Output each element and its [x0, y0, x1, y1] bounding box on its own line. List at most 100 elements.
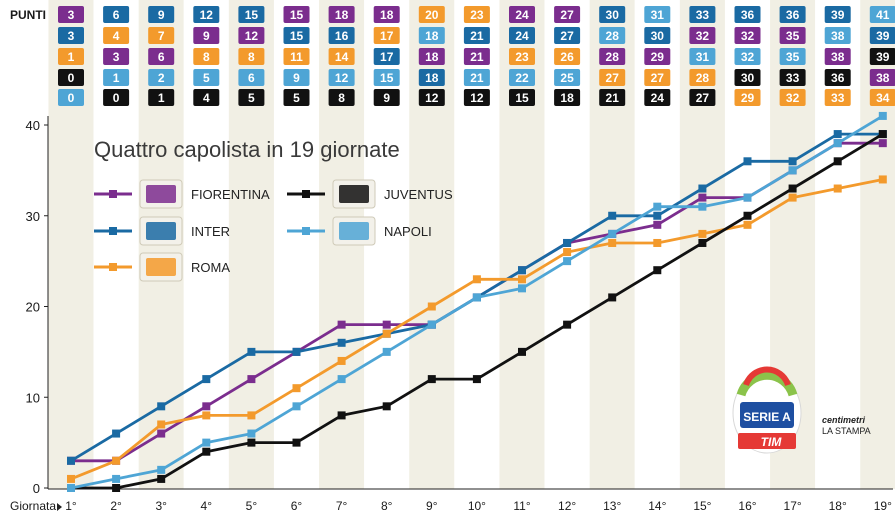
- badge-bg: [689, 89, 716, 106]
- data-point: [833, 157, 842, 166]
- badge-bg: [554, 27, 581, 44]
- legend-swatch-marker: [109, 227, 117, 235]
- badge-bg: [644, 27, 671, 44]
- badge-2-6: 15: [283, 27, 310, 44]
- legend-label: JUVENTUS: [384, 187, 453, 202]
- legend-label: ROMA: [191, 260, 230, 275]
- badge-bg: [238, 48, 265, 65]
- badge-5-1: 0: [58, 89, 84, 106]
- badge-value: 6: [158, 50, 165, 64]
- badge-1-2: 6: [103, 6, 130, 23]
- badge-value: 32: [696, 29, 710, 43]
- badge-value: 3: [68, 8, 75, 22]
- logo-tim-text: TIM: [761, 435, 783, 449]
- badge-4-12: 25: [554, 69, 581, 86]
- y-tick-label: 40: [26, 118, 40, 133]
- badge-value: 18: [425, 29, 439, 43]
- data-point: [112, 484, 121, 492]
- logo-arc-green: [736, 370, 798, 397]
- badge-5-16: 29: [734, 89, 761, 106]
- badge-3-9: 18: [418, 48, 445, 65]
- badge-bg: [283, 27, 310, 44]
- badge-1-18: 39: [824, 6, 851, 23]
- data-point: [698, 238, 707, 247]
- badge-5-3: 1: [148, 89, 175, 106]
- badge-value: 0: [68, 91, 75, 105]
- data-point: [157, 465, 166, 474]
- badge-5-4: 4: [193, 89, 220, 106]
- badge-value: 22: [515, 71, 529, 85]
- data-point: [292, 384, 301, 393]
- x-tick-label: 6°: [291, 499, 303, 513]
- badge-value: 25: [560, 71, 574, 85]
- badge-bg: [509, 6, 535, 23]
- badge-value: 1: [158, 91, 165, 105]
- badge-value: 21: [606, 91, 620, 105]
- data-point: [202, 411, 211, 420]
- badge-value: 23: [515, 50, 529, 64]
- badge-value: 24: [515, 29, 529, 43]
- badge-value: 30: [651, 29, 665, 43]
- badge-value: 32: [786, 91, 800, 105]
- badge-bg: [509, 89, 535, 106]
- legend-label: INTER: [191, 224, 230, 239]
- badge-4-11: 22: [509, 69, 535, 86]
- badge-bg: [328, 6, 355, 23]
- data-point: [878, 175, 887, 184]
- data-point: [247, 375, 256, 384]
- badge-bg: [238, 27, 265, 44]
- badge-value: 20: [425, 8, 439, 22]
- badge-bg: [824, 89, 851, 106]
- badge-bg: [824, 6, 851, 23]
- badge-value: 30: [741, 71, 755, 85]
- badge-2-5: 12: [238, 27, 265, 44]
- badge-1-8: 18: [373, 6, 400, 23]
- y-tick-label: 10: [26, 390, 40, 405]
- badge-bg: [689, 6, 716, 23]
- badge-3-2: 3: [103, 48, 130, 65]
- badge-value: 27: [560, 29, 574, 43]
- legend-crest-fill: [146, 222, 176, 240]
- badge-bg: [373, 69, 400, 86]
- badge-bg: [373, 48, 400, 65]
- badge-bg: [689, 48, 716, 65]
- badge-value: 35: [786, 29, 800, 43]
- badge-value: 8: [203, 50, 210, 64]
- data-point: [472, 375, 481, 384]
- badge-5-14: 24: [644, 89, 671, 106]
- badge-bg: [509, 27, 535, 44]
- badge-value: 24: [515, 8, 529, 22]
- legend-crest-fill: [146, 258, 176, 276]
- data-point: [247, 438, 256, 447]
- badge-value: 29: [741, 91, 755, 105]
- badge-value: 23: [470, 8, 484, 22]
- badge-value: 38: [831, 50, 845, 64]
- legend-label: NAPOLI: [384, 224, 432, 239]
- badge-5-19: 34: [869, 89, 895, 106]
- data-point: [292, 347, 301, 356]
- x-tick-label: 16°: [738, 499, 756, 513]
- badge-value: 9: [383, 91, 390, 105]
- x-tick-label: 15°: [693, 499, 711, 513]
- data-point: [833, 184, 842, 193]
- badge-bg: [509, 48, 535, 65]
- badge-value: 5: [293, 91, 300, 105]
- badge-bg: [193, 48, 220, 65]
- badge-3-7: 14: [328, 48, 355, 65]
- badge-value: 18: [380, 8, 394, 22]
- badge-bg: [509, 69, 535, 86]
- badge-1-14: 31: [644, 6, 671, 23]
- badge-bg: [689, 27, 716, 44]
- badge-bg: [869, 27, 895, 44]
- badge-value: 15: [245, 8, 259, 22]
- badge-value: 1: [68, 50, 75, 64]
- badge-4-2: 1: [103, 69, 130, 86]
- badge-value: 18: [335, 8, 349, 22]
- badge-3-15: 31: [689, 48, 716, 65]
- data-point: [112, 456, 121, 465]
- badge-bg: [463, 6, 490, 23]
- badge-3-6: 11: [283, 48, 310, 65]
- badge-2-2: 4: [103, 27, 130, 44]
- x-tick-label: 1°: [65, 499, 77, 513]
